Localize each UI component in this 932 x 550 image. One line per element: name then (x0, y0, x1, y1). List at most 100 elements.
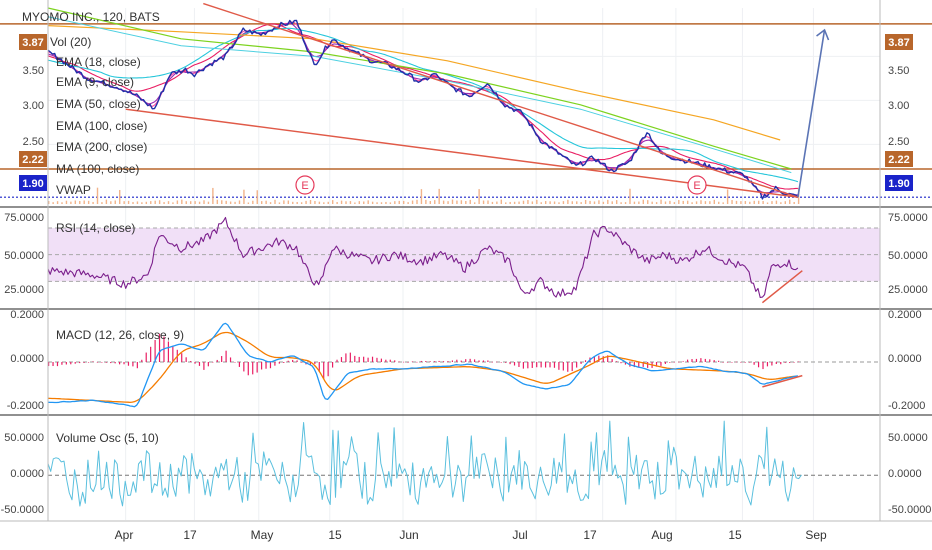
ema-200-line (47, 25, 781, 141)
x-tick-label: 15 (328, 528, 342, 542)
volume-bar (212, 187, 214, 204)
overlay-label: MA (100, close) (56, 162, 139, 176)
y-tick-label: 75.0000 (888, 212, 928, 224)
macd-histogram-bar (487, 360, 489, 362)
overlay-label: VWAP (56, 183, 91, 197)
macd-histogram-bar (527, 362, 529, 369)
volume-bar (647, 200, 649, 204)
y-tick-label: -0.2000 (7, 400, 44, 412)
macd-histogram-bar (158, 333, 161, 362)
volume-bar (753, 200, 755, 204)
volume-bar (465, 200, 467, 204)
macd-histogram-bar (141, 359, 143, 362)
macd-histogram-bar (212, 361, 214, 363)
volume-bar (127, 200, 130, 204)
macd-histogram-bar (380, 358, 382, 362)
volume-bar (323, 202, 325, 204)
volume-bar (771, 201, 773, 204)
volume-bar (491, 201, 494, 204)
volume-bar (438, 188, 440, 204)
macd-histogram-bar (398, 361, 400, 363)
volume-bar (105, 199, 108, 204)
level-tag-right (885, 151, 913, 167)
macd-histogram-bar (367, 357, 369, 362)
y-tick-label: -50.0000 (888, 504, 931, 516)
volume-bar (371, 201, 374, 204)
volume-osc-pane[interactable] (47, 420, 880, 507)
volume-bar (607, 199, 609, 204)
x-tick-label: 17 (183, 528, 197, 542)
volume-bar (207, 201, 210, 204)
volume-bar (496, 201, 498, 204)
rsi-pane[interactable] (47, 216, 880, 304)
earnings-marker[interactable]: E (295, 175, 315, 195)
volume-bar (434, 200, 436, 204)
volume-bar (784, 201, 786, 204)
macd-histogram-bar (669, 362, 671, 363)
x-tick-label: Jul (512, 528, 527, 542)
macd-histogram-bar (274, 362, 276, 366)
macd-histogram-bar (664, 362, 666, 364)
macd-histogram-bar (744, 362, 746, 363)
macd-histogram-bar (318, 362, 320, 372)
macd-histogram-bar (771, 362, 773, 366)
macd-histogram-bar (181, 353, 183, 362)
level-tag-right-text: 1.90 (888, 178, 909, 190)
volume-bar (691, 202, 693, 204)
volume-bar (136, 201, 139, 204)
macd-histogram-bar (79, 362, 81, 364)
macd-histogram-bar (345, 353, 347, 362)
macd-histogram-bar (678, 361, 680, 363)
macd-histogram-bar (607, 355, 609, 362)
macd-histogram-bar (584, 360, 587, 362)
macd-histogram-bar (61, 362, 63, 365)
volume-bar (593, 201, 596, 204)
volume-bar (385, 201, 387, 204)
macd-histogram-bar (114, 362, 116, 364)
volume-bar (749, 201, 751, 204)
macd-histogram-bar (784, 362, 786, 363)
macd-histogram-bar (638, 362, 640, 368)
volume-bar (598, 200, 600, 204)
volume-bar (176, 200, 179, 204)
macd-histogram-bar (749, 362, 751, 363)
level-tag-left (19, 34, 47, 50)
macd-pane[interactable] (47, 322, 880, 408)
right-price-axis: 3.87 3.50 3.00 2.50 2.22 1.90 75.0000 50… (885, 34, 931, 516)
volume-bar (700, 200, 702, 204)
macd-line (47, 322, 798, 408)
macd-histogram-bar (624, 362, 627, 365)
macd-histogram-bar (110, 362, 112, 364)
macd-histogram-bar (571, 362, 573, 372)
macd-histogram-bar (123, 362, 125, 365)
earnings-marker[interactable]: E (687, 175, 707, 195)
macd-histogram-bar (314, 362, 316, 364)
macd-histogram-bar (296, 360, 298, 362)
volume-bar (638, 201, 640, 204)
macd-histogram-bar (531, 362, 533, 368)
volume-bar (110, 201, 112, 204)
macd-histogram-bar (327, 362, 329, 377)
macd-histogram-bar (553, 362, 556, 368)
price-pane[interactable] (0, 2, 932, 204)
macd-histogram-bar (642, 362, 644, 367)
volume-bar (229, 201, 232, 204)
volume-bar (150, 201, 152, 204)
volume-bar (283, 200, 285, 204)
macd-histogram-bar (496, 361, 498, 363)
macd-histogram-bar (447, 361, 449, 362)
macd-histogram-bar (434, 361, 436, 362)
volume-bar (726, 189, 729, 204)
macd-histogram-bar (473, 359, 476, 362)
macd-histogram-bar (265, 362, 267, 369)
macd-histogram-bar (376, 357, 378, 362)
macd-histogram-bar (762, 362, 764, 370)
volume-bar (678, 200, 680, 204)
macd-histogram-bar (402, 361, 405, 363)
volume-bar (336, 202, 338, 204)
macd-histogram-bar (691, 359, 693, 362)
macd-histogram-bar (309, 362, 312, 366)
volume-bar (518, 201, 520, 204)
volume-bar (278, 202, 281, 204)
